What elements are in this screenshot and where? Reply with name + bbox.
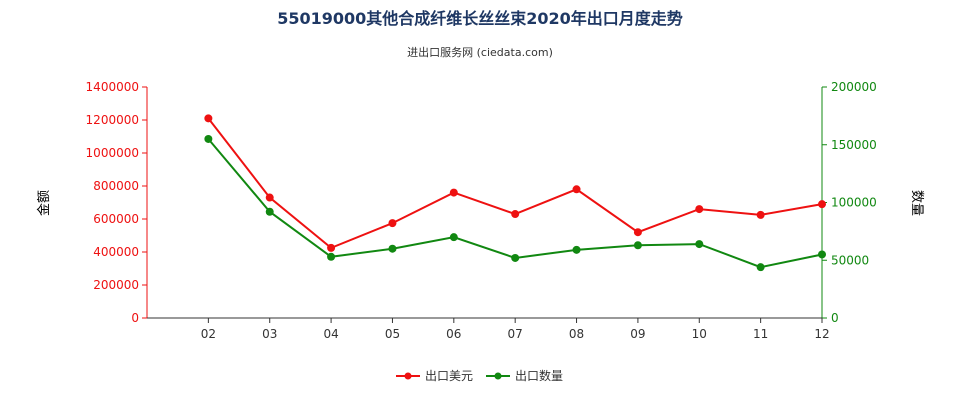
series-1-point bbox=[756, 210, 765, 219]
chart-title: 55019000其他合成纤维长丝丝束2020年出口月度走势 bbox=[277, 9, 683, 28]
series-2-point bbox=[265, 207, 274, 216]
left-tick-label: 200000 bbox=[93, 278, 139, 292]
x-tick-label: 04 bbox=[323, 327, 338, 341]
series-layer bbox=[204, 114, 826, 272]
series-2-point bbox=[572, 245, 581, 254]
series-2-point bbox=[327, 252, 336, 261]
left-axis-ticks: 0 200000 400000 600000 800000 1000000 1200000 1… bbox=[86, 80, 147, 325]
series-1-point bbox=[633, 228, 642, 237]
legend-item-1[interactable]: 出口美元 bbox=[396, 369, 473, 383]
series-2-line bbox=[207, 138, 823, 269]
series-1-line bbox=[207, 117, 823, 250]
legend-item-2[interactable]: 出口数量 bbox=[486, 368, 563, 383]
series-1-point bbox=[449, 188, 458, 197]
chart-subtitle: 进出口服务网 (ciedata.com) bbox=[407, 45, 553, 59]
right-axis-label: 数量 bbox=[909, 190, 924, 216]
series-2-point bbox=[449, 233, 458, 242]
x-tick-label: 06 bbox=[446, 327, 461, 341]
series-2-point bbox=[204, 134, 213, 143]
left-tick-label: 1000000 bbox=[86, 146, 139, 160]
right-tick-label: 0 bbox=[831, 311, 839, 325]
series-2-point bbox=[695, 240, 704, 249]
series-1-point bbox=[327, 243, 336, 252]
legend: 出口美元 出口数量 bbox=[396, 368, 563, 383]
x-tick-label: 07 bbox=[508, 327, 523, 341]
right-tick-label: 200000 bbox=[831, 80, 877, 94]
x-tick-label: 11 bbox=[753, 327, 768, 341]
legend-marker-1 bbox=[404, 372, 412, 380]
right-tick-label: 150000 bbox=[831, 138, 877, 152]
series-2-point bbox=[388, 244, 397, 253]
legend-label-1: 出口美元 bbox=[425, 369, 473, 383]
series-1-point bbox=[388, 219, 397, 228]
series-1-point bbox=[511, 210, 520, 219]
x-axis-ticks: 02 03 04 05 06 07 08 09 10 11 12 bbox=[201, 318, 830, 341]
x-tick-label: 08 bbox=[569, 327, 584, 341]
series-2-point bbox=[756, 263, 765, 272]
x-tick-label: 05 bbox=[385, 327, 400, 341]
x-tick-label: 03 bbox=[262, 327, 277, 341]
series-1-point bbox=[204, 114, 213, 123]
x-tick-label: 09 bbox=[630, 327, 645, 341]
series-1-point bbox=[572, 185, 581, 194]
series-1-point bbox=[818, 200, 826, 209]
x-tick-label: 12 bbox=[814, 327, 829, 341]
right-tick-label: 100000 bbox=[831, 196, 877, 210]
left-tick-label: 400000 bbox=[93, 245, 139, 259]
right-axis-ticks: 0 50000 100000 150000 200000 bbox=[822, 80, 877, 325]
series-2-point bbox=[633, 241, 642, 250]
legend-marker-2 bbox=[494, 372, 502, 380]
left-tick-label: 600000 bbox=[93, 212, 139, 226]
legend-label-2: 出口数量 bbox=[515, 368, 563, 383]
left-tick-label: 1400000 bbox=[86, 80, 139, 94]
series-1-point bbox=[695, 205, 704, 214]
left-tick-label: 1200000 bbox=[86, 113, 139, 127]
series-2-point bbox=[511, 253, 520, 262]
x-tick-label: 02 bbox=[201, 327, 216, 341]
left-axis-label: 金额 bbox=[36, 190, 52, 216]
series-2-point bbox=[818, 250, 826, 259]
x-tick-label: 10 bbox=[692, 327, 707, 341]
series-1-point bbox=[265, 193, 274, 202]
left-tick-label: 800000 bbox=[93, 179, 139, 193]
right-tick-label: 50000 bbox=[831, 253, 869, 267]
left-tick-label: 0 bbox=[131, 311, 139, 325]
